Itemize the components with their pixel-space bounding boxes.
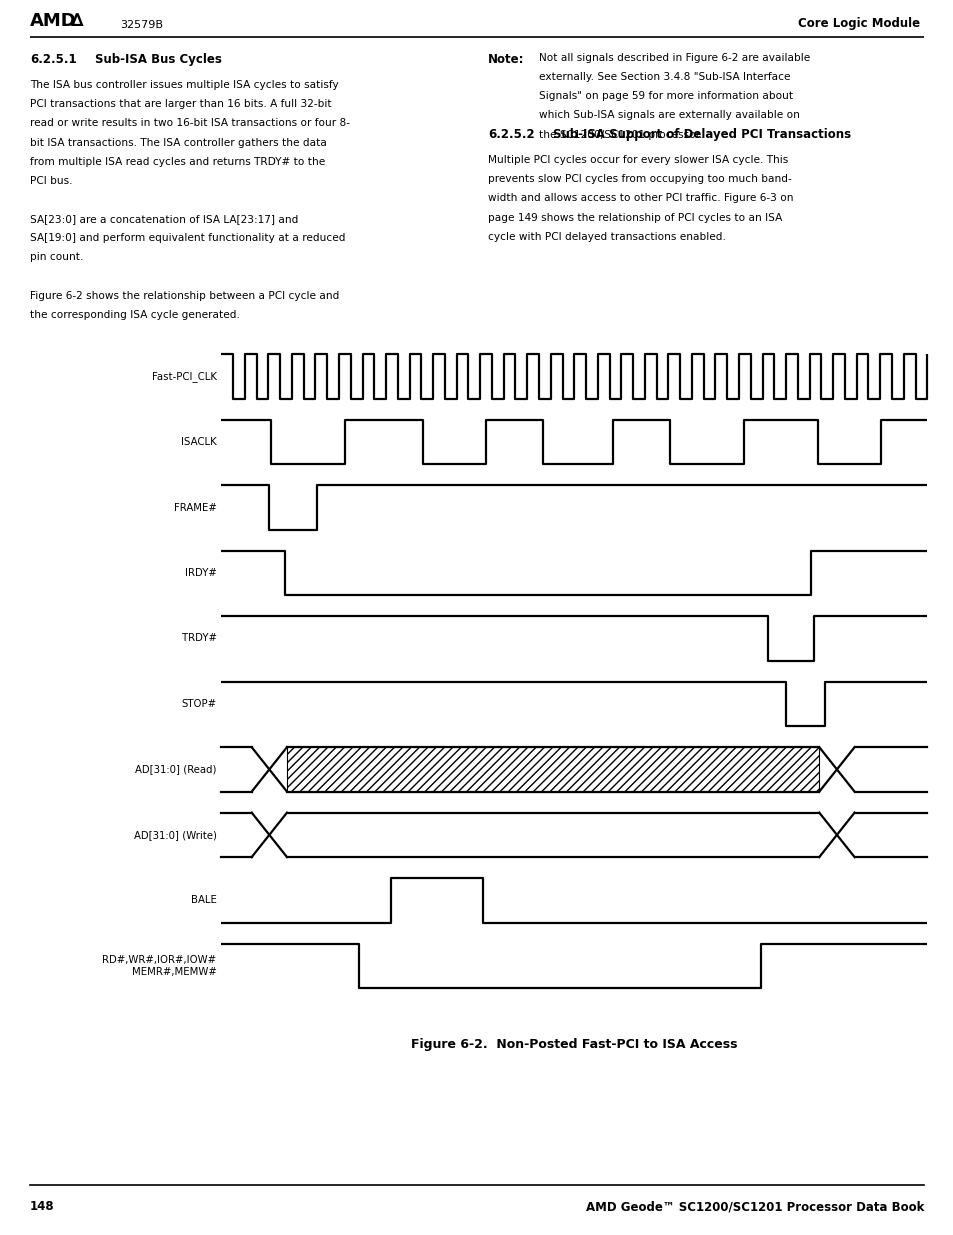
Text: page 149 shows the relationship of PCI cycles to an ISA: page 149 shows the relationship of PCI c…	[488, 212, 781, 222]
Text: externally. See Section 3.4.8 "Sub-ISA Interface: externally. See Section 3.4.8 "Sub-ISA I…	[538, 72, 789, 83]
Text: Figure 6-2.  Non-Posted Fast-PCI to ISA Access: Figure 6-2. Non-Posted Fast-PCI to ISA A…	[411, 1037, 737, 1051]
Text: ∆: ∆	[71, 12, 84, 30]
Text: Core Logic Module: Core Logic Module	[797, 17, 919, 30]
Text: pin count.: pin count.	[30, 252, 83, 263]
Bar	[287, 747, 819, 792]
Text: Figure 6-2 shows the relationship between a PCI cycle and: Figure 6-2 shows the relationship betwee…	[30, 290, 339, 301]
Text: 6.2.5.1: 6.2.5.1	[30, 53, 76, 65]
Text: TRDY#: TRDY#	[181, 634, 216, 643]
Text: BALE: BALE	[191, 895, 216, 905]
Text: Sub-ISA Bus Cycles: Sub-ISA Bus Cycles	[94, 53, 221, 65]
Text: the SC1200/SC1201 processor.: the SC1200/SC1201 processor.	[538, 130, 701, 140]
Text: cycle with PCI delayed transactions enabled.: cycle with PCI delayed transactions enab…	[488, 232, 725, 242]
Text: prevents slow PCI cycles from occupying too much band-: prevents slow PCI cycles from occupying …	[488, 174, 791, 184]
Text: Signals" on page 59 for more information about: Signals" on page 59 for more information…	[538, 91, 792, 101]
Text: Sub-ISA Support of Delayed PCI Transactions: Sub-ISA Support of Delayed PCI Transacti…	[553, 128, 850, 141]
Text: STOP#: STOP#	[181, 699, 216, 709]
Text: The ISA bus controller issues multiple ISA cycles to satisfy: The ISA bus controller issues multiple I…	[30, 80, 338, 90]
Text: ISACLK: ISACLK	[181, 437, 216, 447]
Text: AMD Geode™ SC1200/SC1201 Processor Data Book: AMD Geode™ SC1200/SC1201 Processor Data …	[585, 1200, 923, 1213]
Text: FRAME#: FRAME#	[173, 503, 216, 513]
Text: AD[31:0] (Write): AD[31:0] (Write)	[133, 830, 216, 840]
Text: the corresponding ISA cycle generated.: the corresponding ISA cycle generated.	[30, 310, 239, 320]
Text: 32579B: 32579B	[120, 20, 163, 30]
Text: PCI bus.: PCI bus.	[30, 175, 72, 186]
Text: read or write results in two 16-bit ISA transactions or four 8-: read or write results in two 16-bit ISA …	[30, 119, 350, 128]
Text: from multiple ISA read cycles and returns TRDY# to the: from multiple ISA read cycles and return…	[30, 157, 325, 167]
Text: 148: 148	[30, 1200, 54, 1213]
Text: which Sub-ISA signals are externally available on: which Sub-ISA signals are externally ava…	[538, 110, 799, 121]
Text: Multiple PCI cycles occur for every slower ISA cycle. This: Multiple PCI cycles occur for every slow…	[488, 156, 787, 165]
Text: Not all signals described in Figure 6-2 are available: Not all signals described in Figure 6-2 …	[538, 53, 809, 63]
Text: width and allows access to other PCI traffic. Figure 6-3 on: width and allows access to other PCI tra…	[488, 194, 793, 204]
Text: SA[23:0] are a concatenation of ISA LA[23:17] and: SA[23:0] are a concatenation of ISA LA[2…	[30, 214, 298, 225]
Text: Fast-PCI_CLK: Fast-PCI_CLK	[152, 372, 216, 382]
Text: 6.2.5.2: 6.2.5.2	[488, 128, 534, 141]
Text: IRDY#: IRDY#	[185, 568, 216, 578]
Text: PCI transactions that are larger than 16 bits. A full 32-bit: PCI transactions that are larger than 16…	[30, 99, 332, 110]
Text: AD[31:0] (Read): AD[31:0] (Read)	[135, 764, 216, 774]
Text: Note:: Note:	[488, 53, 524, 65]
Text: bit ISA transactions. The ISA controller gathers the data: bit ISA transactions. The ISA controller…	[30, 137, 327, 148]
Text: AMD: AMD	[30, 12, 76, 30]
Text: SA[19:0] and perform equivalent functionality at a reduced: SA[19:0] and perform equivalent function…	[30, 233, 345, 243]
Text: RD#,WR#,IOR#,IOW#
MEMR#,MEMW#: RD#,WR#,IOR#,IOW# MEMR#,MEMW#	[102, 955, 216, 977]
